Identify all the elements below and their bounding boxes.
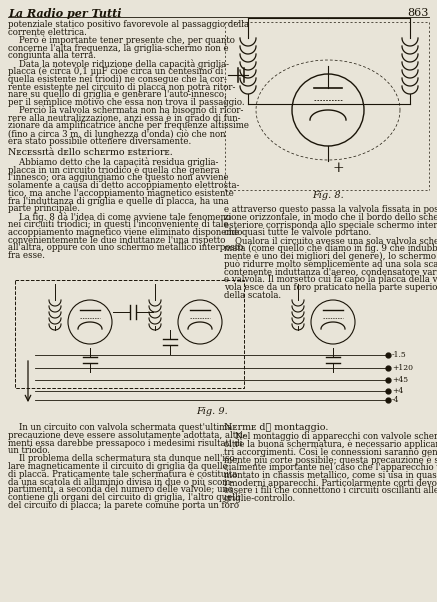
Text: quella esistente nei triodi) ne consegue che la cor-: quella esistente nei triodi) ne consegue… bbox=[8, 75, 227, 84]
Text: griglie-controllo.: griglie-controllo. bbox=[224, 494, 296, 503]
Text: cialmente importante nel caso che l'apparecchio venga: cialmente importante nel caso che l'appa… bbox=[224, 463, 437, 472]
Text: Però è importante tener presente che, per quanto: Però è importante tener presente che, pe… bbox=[8, 36, 235, 45]
Text: accoppiamento magnetico viene eliminato disponendo: accoppiamento magnetico viene eliminato … bbox=[8, 228, 243, 237]
Text: per il semplice motivo che essa non trova il passaggio.: per il semplice motivo che essa non trov… bbox=[8, 98, 245, 107]
Text: mata (come quello che diamo in fig. 9 che indubbia-: mata (come quello che diamo in fig. 9 ch… bbox=[224, 244, 437, 253]
Text: fra l'induttanza di griglia e quelle di placca, ha una: fra l'induttanza di griglia e quelle di … bbox=[8, 197, 229, 206]
Text: era stato possibile ottenere diversamente.: era stato possibile ottenere diversament… bbox=[8, 137, 191, 146]
Text: -4: -4 bbox=[392, 396, 399, 404]
Text: Nᴇrmᴇ d⚠ montaggio.: Nᴇrmᴇ d⚠ montaggio. bbox=[224, 423, 328, 432]
Text: mente più corte possibile; questa precauzione è spe-: mente più corte possibile; questa precau… bbox=[224, 455, 437, 465]
Text: che quasi tutte le valvole portano.: che quasi tutte le valvole portano. bbox=[224, 228, 371, 237]
Text: Abbiamo detto che la capacità residua griglia-: Abbiamo detto che la capacità residua gr… bbox=[8, 158, 218, 167]
Text: Nᴇcᴇssɪtà dᴇllo schᴇrmo ᴇstᴇriorᴇ.: Nᴇcᴇssɪtà dᴇllo schᴇrmo ᴇstᴇriorᴇ. bbox=[8, 148, 173, 157]
Text: placca (è circa 0,1 μμF cioè circa un centesimo di: placca (è circa 0,1 μμF cioè circa un ce… bbox=[8, 67, 223, 76]
Text: essere i fili che connettono i circuiti oscillanti alle: essere i fili che connettono i circuiti … bbox=[224, 486, 437, 495]
Text: -1.5: -1.5 bbox=[392, 351, 407, 359]
Text: (fino a circa 3 m. di lunghezza d'onda) ciò che non: (fino a circa 3 m. di lunghezza d'onda) … bbox=[8, 129, 225, 138]
Text: solamente a causa di detto accoppiamento elettrosta-: solamente a causa di detto accoppiamento… bbox=[8, 181, 239, 190]
Text: placca in un circuito triodico è quella che genera: placca in un circuito triodico è quella … bbox=[8, 166, 220, 175]
Text: l'innesco; ora aggiungiamo che questo non avviene: l'innesco; ora aggiungiamo che questo no… bbox=[8, 173, 229, 182]
Text: nei circuiti triodici; in questi l'inconveniente di tale: nei circuiti triodici; in questi l'incon… bbox=[8, 220, 229, 229]
Text: mente è uno dei migliori del genere), lo schermo si: mente è uno dei migliori del genere), lo… bbox=[224, 252, 437, 261]
Text: menti essa darebbe pressapoco i medesimi risultati di: menti essa darebbe pressapoco i medesimi… bbox=[8, 439, 243, 448]
Text: +45: +45 bbox=[392, 376, 408, 384]
Text: all'altra, oppure con uno schermo metallico interposto: all'altra, oppure con uno schermo metall… bbox=[8, 243, 243, 252]
Text: potenziale statico positivo favorevole al passaggio della: potenziale statico positivo favorevole a… bbox=[8, 20, 249, 29]
Text: +4: +4 bbox=[392, 387, 403, 395]
Text: La fig. 8 dà l'idea di come avviene tale fenomeno: La fig. 8 dà l'idea di come avviene tale… bbox=[8, 212, 231, 222]
Text: lare magneticamente il circuito di griglia da quello: lare magneticamente il circuito di grigl… bbox=[8, 462, 228, 471]
Text: rente esistente nel circuito di placca non potrà ritor-: rente esistente nel circuito di placca n… bbox=[8, 82, 236, 92]
Text: tri accorgimenti. Così le connessioni saranno general-: tri accorgimenti. Così le connessioni sa… bbox=[224, 447, 437, 457]
Text: oltre la buona schermatura, è necessario applicare al-: oltre la buona schermatura, è necessario… bbox=[224, 439, 437, 449]
Text: Data la notevole riduzione della capacità griglia-: Data la notevole riduzione della capacit… bbox=[8, 59, 229, 69]
Text: esteriore corrisponda allo speciale schermo interiore: esteriore corrisponda allo speciale sche… bbox=[224, 220, 437, 229]
Text: Fig. 9.: Fig. 9. bbox=[196, 407, 228, 416]
Text: fra esse.: fra esse. bbox=[8, 251, 45, 260]
Text: contenente induttanza d'aereo, condensatore variabile: contenente induttanza d'aereo, condensat… bbox=[224, 267, 437, 276]
Text: Qualora il circuito avesse una sola valvola scher-: Qualora il circuito avesse una sola valv… bbox=[224, 236, 437, 245]
Text: nare su quello di griglia e generare l'auto-innesco,: nare su quello di griglia e generare l'a… bbox=[8, 90, 227, 99]
Text: di placca. Praticamente tale schermatura è costituita: di placca. Praticamente tale schermatura… bbox=[8, 470, 237, 479]
Bar bbox=[15, 280, 244, 388]
Text: un triodo.: un triodo. bbox=[8, 447, 50, 455]
Text: parte principale.: parte principale. bbox=[8, 205, 80, 213]
Text: concerne l'alta frequenza, la griglia-schermo non è: concerne l'alta frequenza, la griglia-sc… bbox=[8, 43, 229, 53]
Text: convenientemente le due induttanze l'una rispetto: convenientemente le due induttanze l'una… bbox=[8, 235, 225, 244]
Text: e valvola. Il morsetto cui fa capo la placca della val-: e valvola. Il morsetto cui fa capo la pl… bbox=[224, 275, 437, 284]
Text: zionare da amplificatrice anche per frequenze altissime: zionare da amplificatrice anche per freq… bbox=[8, 122, 249, 131]
Text: Perciò la valvola schermata non ha bisogno di ricor-: Perciò la valvola schermata non ha bisog… bbox=[8, 106, 243, 116]
Text: rere alla neutralizzazione, anzi essa è in grado di fun-: rere alla neutralizzazione, anzi essa è … bbox=[8, 114, 240, 123]
Text: da una scatola di alluminio divisa in due o più scom-: da una scatola di alluminio divisa in du… bbox=[8, 477, 233, 487]
Text: La Radio per Tutti: La Radio per Tutti bbox=[8, 8, 121, 19]
Text: partimenti, a seconda del numero delle valvole; uno: partimenti, a seconda del numero delle v… bbox=[8, 485, 233, 494]
Text: 863: 863 bbox=[408, 8, 429, 18]
Text: montato in chassis metallico, come si usa in quasi tutti: montato in chassis metallico, come si us… bbox=[224, 471, 437, 480]
Text: del circuito di placca; la parete comune porta un foro: del circuito di placca; la parete comune… bbox=[8, 501, 239, 510]
Text: contiene gli organi del circuito di griglia, l'altro quelli: contiene gli organi del circuito di grig… bbox=[8, 493, 240, 502]
Text: Nel montaggio di apparecchi con valvole schermate,: Nel montaggio di apparecchi con valvole … bbox=[224, 432, 437, 441]
Text: della scatola.: della scatola. bbox=[224, 291, 281, 300]
Text: congiunta alla terra.: congiunta alla terra. bbox=[8, 51, 96, 60]
Text: corrente elettrica.: corrente elettrica. bbox=[8, 28, 87, 37]
Text: precauzione deve essere assolutamente adottata, altri-: precauzione deve essere assolutamente ad… bbox=[8, 431, 246, 440]
Text: tico, ma anche l'accoppiamento magnetico esistente: tico, ma anche l'accoppiamento magnetico… bbox=[8, 189, 234, 198]
Text: In un circuito con valvola schermata quest'ultima: In un circuito con valvola schermata que… bbox=[8, 423, 232, 432]
Text: e attraverso questo passa la valvola fissata in posi-: e attraverso questo passa la valvola fis… bbox=[224, 205, 437, 214]
Text: può ridurre molto semplicemente ad una sola scatola: può ridurre molto semplicemente ad una s… bbox=[224, 259, 437, 269]
Text: zione orizzontale, in modo che il bordo dello schermo: zione orizzontale, in modo che il bordo … bbox=[224, 213, 437, 222]
Text: vola esce da un foro praticato nella parte superiore: vola esce da un foro praticato nella par… bbox=[224, 283, 437, 292]
Text: +: + bbox=[332, 161, 343, 175]
Text: i moderni apparecchi. Particolarmente corti devono: i moderni apparecchi. Particolarmente co… bbox=[224, 479, 437, 488]
Text: Il problema della schermatura sta dunque nell'iso-: Il problema della schermatura sta dunque… bbox=[8, 454, 237, 463]
Text: +120: +120 bbox=[392, 364, 413, 372]
Text: Fig. 8.: Fig. 8. bbox=[312, 191, 344, 200]
